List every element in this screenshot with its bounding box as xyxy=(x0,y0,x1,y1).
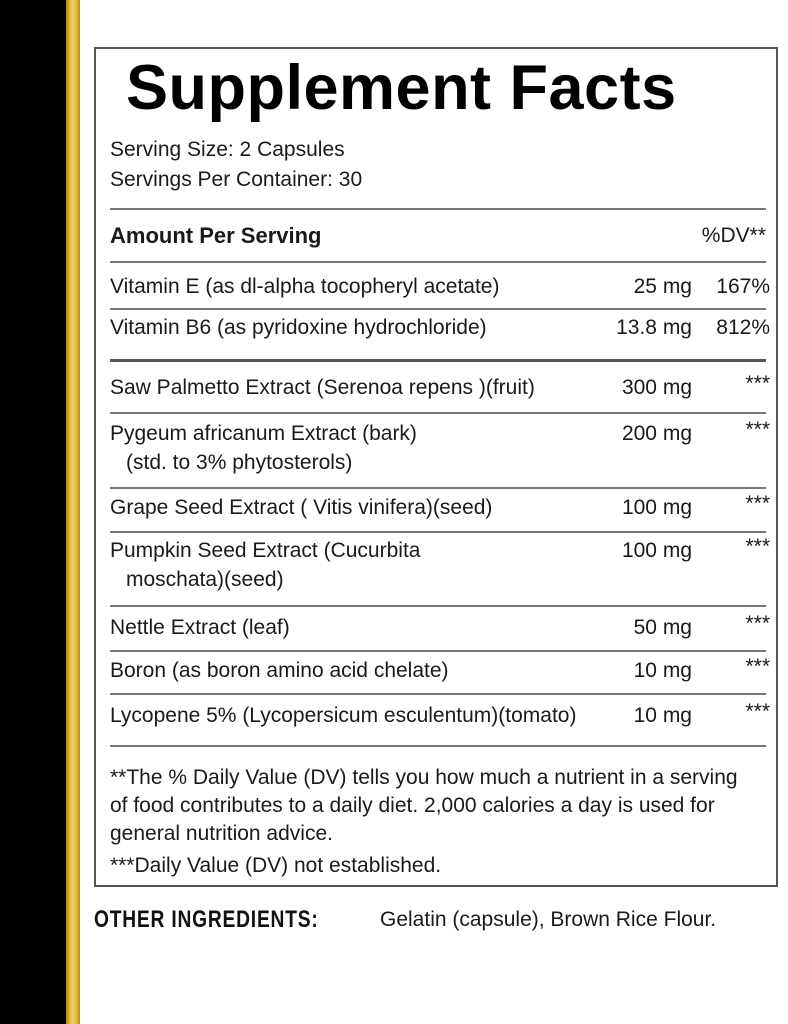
nutrient-subtext: moschata)(seed) xyxy=(126,568,284,591)
nutrient-name: Lycopene 5% (Lycopersicum esculentum)(to… xyxy=(110,704,577,727)
nutrient-dv: *** xyxy=(745,612,770,635)
nutrient-dv: *** xyxy=(745,372,770,395)
nutrient-amount: 100 mg xyxy=(621,496,692,519)
divider xyxy=(110,208,766,210)
nutrient-name: Saw Palmetto Extract (Serenoa repens )(f… xyxy=(110,376,535,399)
supplement-facts-panel xyxy=(94,47,778,887)
gold-side-stripe xyxy=(66,0,80,1024)
footnote-line: general nutrition advice. xyxy=(110,822,333,845)
nutrient-name: Vitamin E (as dl-alpha tocopheryl acetat… xyxy=(110,275,500,298)
divider xyxy=(110,308,766,310)
other-ingredients-label: OTHER INGREDIENTS: xyxy=(94,906,319,933)
nutrient-dv: *** xyxy=(745,700,770,723)
nutrient-amount: 10 mg xyxy=(633,659,692,682)
nutrient-name: Boron (as boron amino acid chelate) xyxy=(110,659,449,682)
divider xyxy=(110,650,766,652)
nutrient-amount: 100 mg xyxy=(621,539,692,562)
nutrient-amount: 25 mg xyxy=(633,275,692,298)
divider xyxy=(110,745,766,747)
nutrient-name: Grape Seed Extract ( Vitis vinifera)(see… xyxy=(110,496,493,519)
servings-per-container: Servings Per Container: 30 xyxy=(110,168,363,191)
black-side-bar xyxy=(0,0,66,1024)
divider xyxy=(110,693,766,695)
nutrient-dv: 167% xyxy=(716,275,770,298)
nutrient-dv: *** xyxy=(745,655,770,678)
nutrient-name: Pygeum africanum Extract (bark) xyxy=(110,422,417,445)
footnote-line: of food contributes to a daily diet. 2,0… xyxy=(110,794,715,817)
serving-size: Serving Size: 2 Capsules xyxy=(110,138,345,161)
nutrient-name: Vitamin B6 (as pyridoxine hydrochloride) xyxy=(110,316,487,339)
divider xyxy=(110,487,766,489)
nutrient-name: Nettle Extract (leaf) xyxy=(110,616,290,639)
footnote-line: **The % Daily Value (DV) tells you how m… xyxy=(110,766,738,789)
footnote-line: ***Daily Value (DV) not established. xyxy=(110,854,442,877)
nutrient-dv: *** xyxy=(745,492,770,515)
divider xyxy=(110,605,766,607)
amount-per-serving-header: Amount Per Serving xyxy=(110,223,322,248)
nutrient-amount: 50 mg xyxy=(633,616,692,639)
nutrient-amount: 13.8 mg xyxy=(616,316,692,339)
divider xyxy=(110,531,766,533)
nutrient-dv: *** xyxy=(745,535,770,558)
nutrient-amount: 10 mg xyxy=(633,704,692,727)
divider xyxy=(110,261,766,263)
other-ingredients-value: Gelatin (capsule), Brown Rice Flour. xyxy=(380,908,717,931)
nutrient-amount: 300 mg xyxy=(621,376,692,399)
nutrient-dv: 812% xyxy=(716,316,770,339)
nutrient-name: Pumpkin Seed Extract (Cucurbita xyxy=(110,539,421,562)
nutrient-dv: *** xyxy=(745,418,770,441)
nutrient-subtext: (std. to 3% phytosterols) xyxy=(126,451,353,474)
divider xyxy=(110,412,766,414)
divider xyxy=(110,359,766,362)
nutrient-amount: 200 mg xyxy=(621,422,692,445)
dv-header: %DV** xyxy=(701,224,766,247)
panel-title: Supplement Facts xyxy=(126,53,677,123)
